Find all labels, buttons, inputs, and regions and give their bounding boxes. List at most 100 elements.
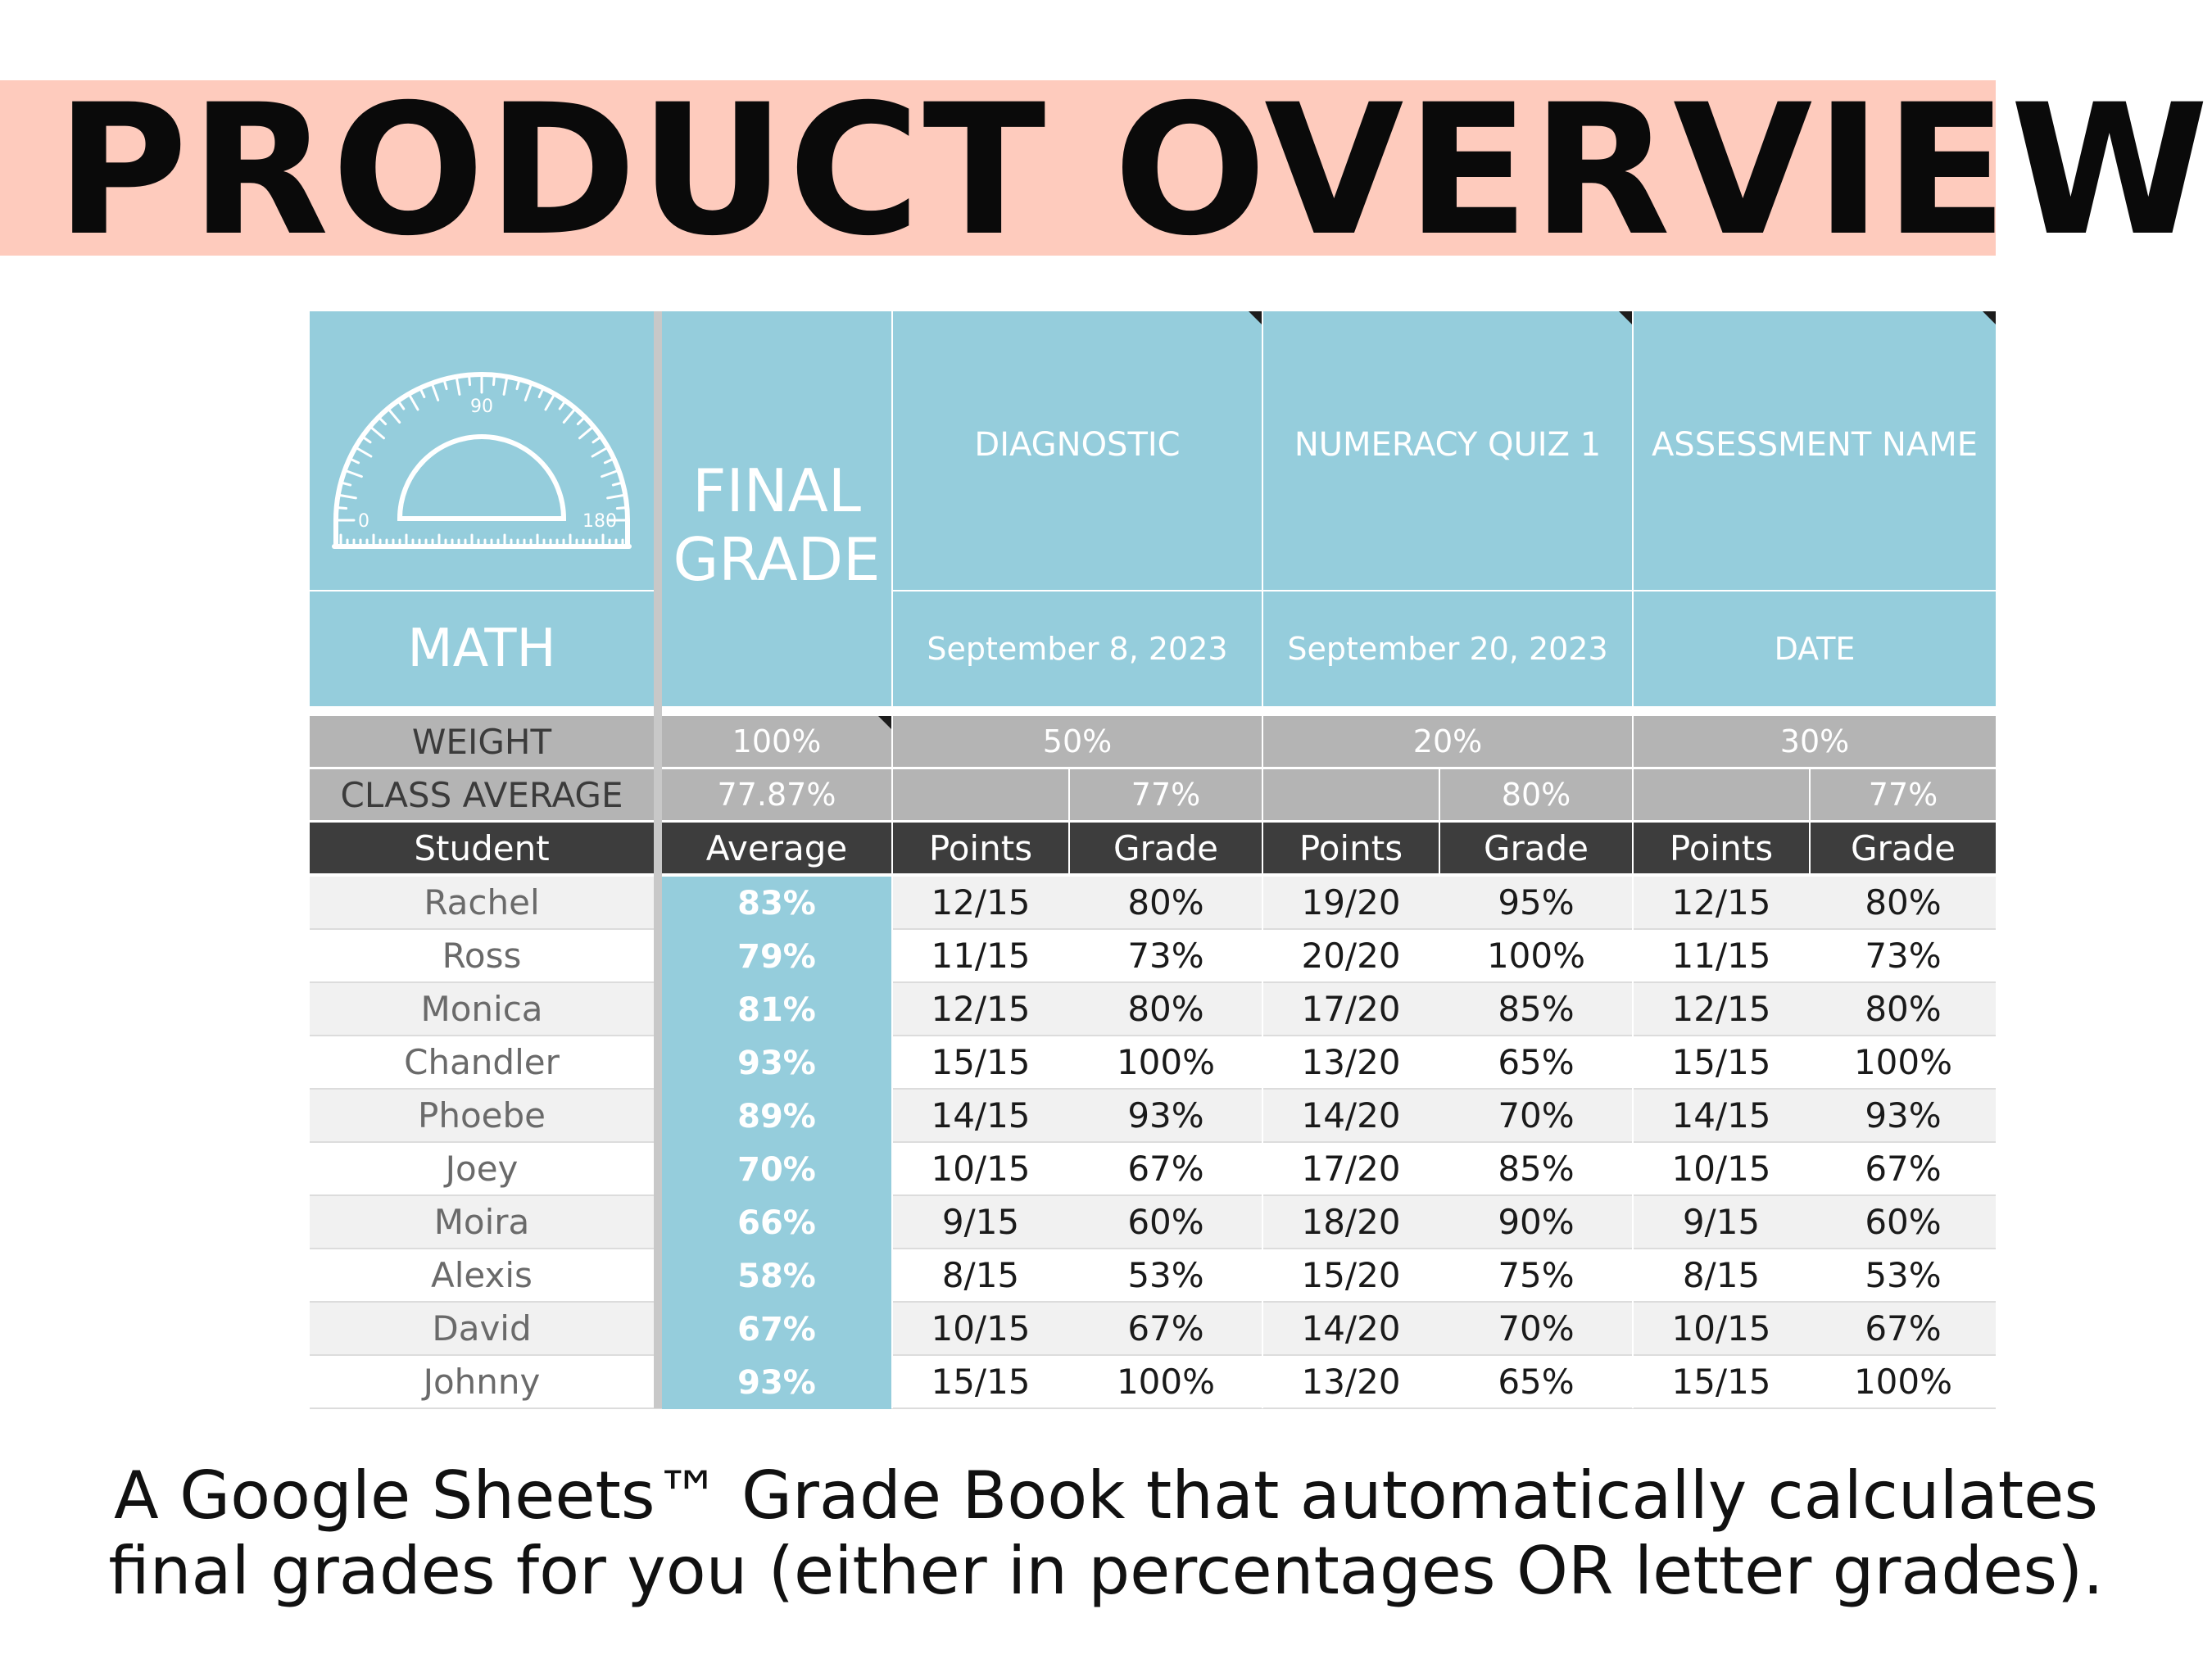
comment-marker[interactable] <box>1619 311 1632 324</box>
points-cell[interactable]: 18/20 <box>1301 1202 1401 1242</box>
column-header-points-1[interactable]: Points <box>893 823 1068 873</box>
column-header-student[interactable]: Student <box>310 823 654 873</box>
row-divider <box>310 1248 1996 1249</box>
points-cell[interactable]: 12/15 <box>931 882 1031 922</box>
comment-marker[interactable] <box>878 716 891 729</box>
assessment-2-name[interactable]: NUMERACY QUIZ 1 <box>1263 311 1632 590</box>
row-divider <box>310 1088 1996 1090</box>
student-name-cell[interactable]: Joey <box>445 1149 519 1189</box>
final-class-average-cell: 77.87% <box>662 769 891 820</box>
final-weight-cell[interactable]: 100% <box>662 716 891 767</box>
title-banner <box>0 80 1996 256</box>
points-cell[interactable]: 13/20 <box>1301 1042 1401 1082</box>
student-average-cell: 83% <box>662 877 891 930</box>
table-row <box>310 1303 1996 1354</box>
assessment-3-weight[interactable]: 30% <box>1634 716 1996 767</box>
points-cell[interactable]: 19/20 <box>1301 882 1401 922</box>
grade-cell: 100% <box>1486 936 1586 976</box>
grade-cell: 85% <box>1498 989 1575 1029</box>
final-grade-label-2: GRADE <box>673 525 881 594</box>
student-name-cell[interactable]: Rachel <box>424 882 540 922</box>
grade-cell: 100% <box>1116 1042 1216 1082</box>
points-cell[interactable]: 9/15 <box>941 1202 1020 1242</box>
points-cell[interactable]: 14/15 <box>1671 1095 1771 1135</box>
student-average-cell: 66% <box>662 1196 891 1249</box>
assessment-3-name[interactable]: ASSESSMENT NAME <box>1634 311 1996 590</box>
points-cell[interactable]: 17/20 <box>1301 1149 1401 1189</box>
student-average-cell: 58% <box>662 1249 891 1303</box>
assessment-1-name[interactable]: DIAGNOSTIC <box>893 311 1262 590</box>
class-average-label-cell: CLASS AVERAGE <box>310 769 654 820</box>
protractor-label-90: 90 <box>470 397 493 417</box>
column-header-points-2[interactable]: Points <box>1263 823 1439 873</box>
points-cell[interactable]: 11/15 <box>931 936 1031 976</box>
student-name-cell[interactable]: Ross <box>442 936 522 976</box>
table-row <box>310 930 1996 981</box>
points-cell[interactable]: 12/15 <box>931 989 1031 1029</box>
student-name-cell[interactable]: Moira <box>433 1202 530 1242</box>
student-name-cell[interactable]: Johnny <box>423 1362 541 1402</box>
points-cell[interactable]: 15/15 <box>1671 1362 1771 1402</box>
student-name-cell[interactable]: Monica <box>420 989 543 1029</box>
comment-marker[interactable] <box>1983 311 1996 324</box>
column-divider <box>654 311 662 1408</box>
points-cell[interactable]: 11/15 <box>1671 936 1771 976</box>
points-cell[interactable]: 10/15 <box>1671 1149 1771 1189</box>
column-header-points-3[interactable]: Points <box>1634 823 1809 873</box>
column-header-grade-1[interactable]: Grade <box>1070 823 1262 873</box>
column-divider <box>1632 311 1634 1408</box>
points-cell[interactable]: 8/15 <box>941 1255 1020 1295</box>
points-cell[interactable]: 13/20 <box>1301 1362 1401 1402</box>
comment-marker[interactable] <box>1249 311 1262 324</box>
column-header-grade-3[interactable]: Grade <box>1811 823 1996 873</box>
assessment-1-class-average: 77% <box>1070 769 1262 820</box>
points-cell[interactable]: 17/20 <box>1301 989 1401 1029</box>
row-divider <box>310 1354 1996 1356</box>
points-cell[interactable]: 15/20 <box>1301 1255 1401 1295</box>
subject-cell: MATH <box>310 592 654 706</box>
protractor-label-180: 180 <box>582 511 617 532</box>
assessment-1-date[interactable]: September 8, 2023 <box>893 592 1262 706</box>
points-cell[interactable]: 12/15 <box>1671 989 1771 1029</box>
assessment-2-class-average: 80% <box>1440 769 1632 820</box>
points-cell[interactable]: 14/20 <box>1301 1308 1401 1349</box>
points-cell[interactable]: 8/15 <box>1682 1255 1761 1295</box>
row-divider <box>310 928 1996 930</box>
grade-cell: 80% <box>1865 989 1942 1029</box>
assessment-2-date[interactable]: September 20, 2023 <box>1263 592 1632 706</box>
points-cell[interactable]: 15/15 <box>931 1362 1031 1402</box>
points-cell[interactable]: 9/15 <box>1682 1202 1761 1242</box>
row-divider <box>310 1301 1996 1303</box>
caption-line-2: final grades for you (either in percenta… <box>108 1533 2104 1609</box>
column-header-average[interactable]: Average <box>662 823 891 873</box>
assessment-3-date[interactable]: DATE <box>1634 592 1996 706</box>
column-divider <box>1262 311 1263 1408</box>
column-header-grade-2[interactable]: Grade <box>1440 823 1632 873</box>
assessment-2-weight[interactable]: 20% <box>1263 716 1632 767</box>
points-cell[interactable]: 20/20 <box>1301 936 1401 976</box>
student-name-cell[interactable]: Phoebe <box>418 1095 546 1135</box>
points-cell[interactable]: 15/15 <box>1671 1042 1771 1082</box>
student-name-cell[interactable]: Alexis <box>431 1255 533 1295</box>
points-cell[interactable]: 10/15 <box>931 1149 1031 1189</box>
grade-cell: 95% <box>1498 882 1575 922</box>
points-cell[interactable]: 14/15 <box>931 1095 1031 1135</box>
grade-cell: 67% <box>1865 1308 1942 1349</box>
column-divider <box>310 590 654 592</box>
grade-cell: 67% <box>1127 1149 1204 1189</box>
points-cell[interactable]: 14/20 <box>1301 1095 1401 1135</box>
points-cell[interactable]: 15/15 <box>931 1042 1031 1082</box>
grade-cell: 73% <box>1865 936 1942 976</box>
row-divider <box>310 1407 1996 1409</box>
table-row <box>310 983 1996 1035</box>
student-name-cell[interactable]: Chandler <box>404 1042 560 1082</box>
points-cell[interactable]: 10/15 <box>931 1308 1031 1349</box>
student-name-cell[interactable]: David <box>432 1308 532 1349</box>
points-cell[interactable]: 12/15 <box>1671 882 1771 922</box>
protractor-icon: 90 0 180 <box>332 372 632 549</box>
grade-cell: 80% <box>1127 882 1204 922</box>
points-cell[interactable]: 10/15 <box>1671 1308 1771 1349</box>
assessment-1-weight[interactable]: 50% <box>893 716 1262 767</box>
grade-cell: 100% <box>1116 1362 1216 1402</box>
grade-cell: 53% <box>1865 1255 1942 1295</box>
